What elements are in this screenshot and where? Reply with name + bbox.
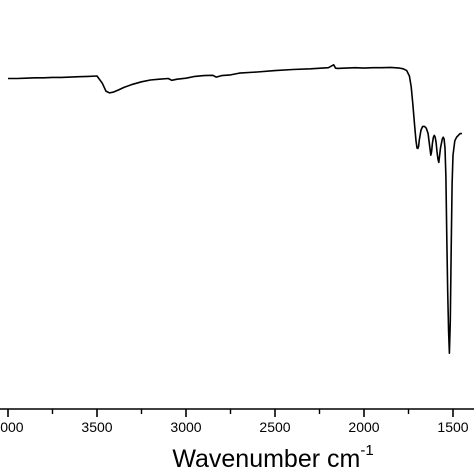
x-tick-label: 2500 (259, 419, 290, 435)
spectrum-line (8, 64, 462, 355)
x-axis-ticks (7, 409, 454, 417)
x-axis-tick-labels: 4000 3500 3000 2500 2000 1500 (0, 419, 469, 435)
plot-area (8, 64, 462, 355)
x-tick-label: 2000 (348, 419, 379, 435)
x-tick-label: 3500 (81, 419, 112, 435)
x-tick-label: 3000 (170, 419, 201, 435)
x-axis-label: Wavenumber cm-1 (172, 442, 373, 473)
x-tick-label: 4000 (0, 419, 24, 435)
x-tick-label: 1500 (437, 419, 468, 435)
